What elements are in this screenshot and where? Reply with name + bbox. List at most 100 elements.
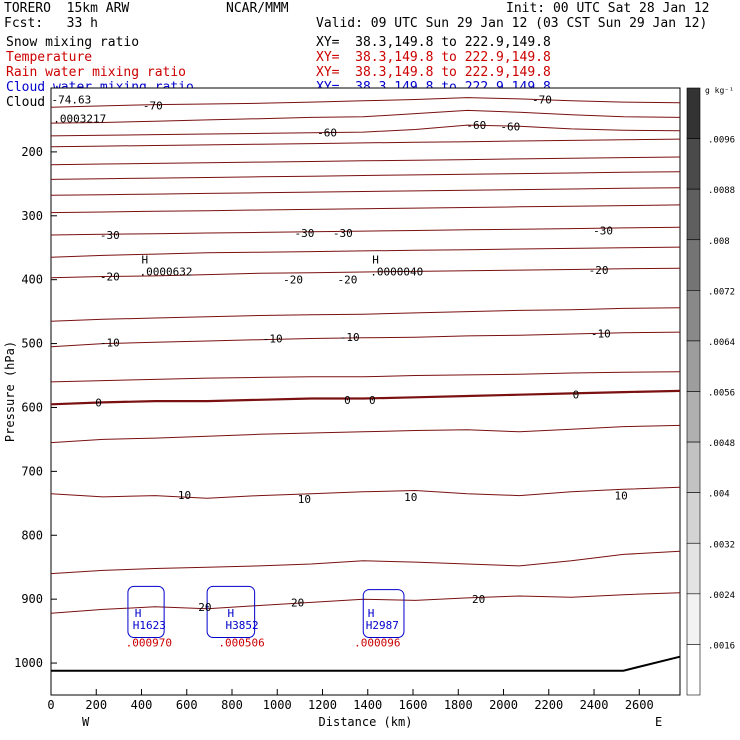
colorbar-tick-label: .0064	[708, 338, 735, 348]
temperature-contour	[50, 246, 681, 258]
colorbar-segment	[686, 290, 701, 342]
high-value: .0000632	[140, 266, 193, 279]
colorbar-tick-label: .0048	[708, 439, 735, 449]
temperature-contour	[50, 486, 681, 499]
colorbar-segment	[686, 239, 701, 291]
colorbar-segment	[686, 441, 701, 493]
colorbar-segment	[686, 188, 701, 241]
contour-label: 20	[472, 593, 485, 606]
colorbar-segment	[686, 593, 701, 645]
colorbar-tick-label: .008	[708, 237, 730, 247]
temperature-contour	[50, 424, 681, 444]
contour-label: -70	[143, 99, 163, 112]
temperature-contour	[50, 156, 681, 166]
colorbar-tick-label: .0056	[708, 389, 735, 399]
temperature-contour	[50, 389, 681, 406]
plot-frame	[50, 87, 681, 696]
contour-label: 0	[573, 389, 580, 402]
y-tick-label: 700	[21, 464, 43, 478]
field-xy: XY= 38.3,149.8 to 222.9,149.8	[316, 35, 551, 50]
org-label: NCAR/MMM	[226, 1, 289, 16]
y-tick-label: 800	[21, 528, 43, 542]
x-tick-label: 1800	[444, 698, 473, 712]
colorbar-tick-label: .0096	[708, 136, 735, 146]
contour-label: -10	[340, 331, 360, 344]
colorbar-segment	[686, 542, 701, 595]
high-value: .0003217	[53, 112, 106, 125]
contour-label: -30	[294, 227, 314, 240]
field-name: Temperature	[6, 50, 93, 65]
field-xy: XY= 38.3,149.8 to 222.9,149.8	[316, 50, 551, 65]
contour-label: -60	[317, 127, 337, 140]
x-tick-label: 1000	[263, 698, 292, 712]
y-tick-label: 600	[21, 400, 43, 414]
temperature-contour	[50, 109, 681, 124]
colorbar-unit: g kg⁻¹	[705, 86, 734, 95]
fcst-label: Fcst: 33 h	[4, 16, 98, 31]
valid-label: Valid: 09 UTC Sun 29 Jan 12 (03 CST Sun …	[316, 16, 708, 31]
high-value: H1623	[133, 619, 166, 632]
x-tick-label: 2400	[580, 698, 609, 712]
temperature-contour	[50, 226, 681, 236]
x-tick-label: 800	[221, 698, 243, 712]
high-marker: H	[368, 607, 375, 620]
temperature-contour	[50, 267, 681, 279]
colorbar-tick-label: .0072	[708, 287, 735, 297]
cloud-outline	[362, 589, 405, 638]
colorbar-tick-label: .0088	[708, 186, 735, 196]
contour-label: 10	[178, 489, 191, 502]
field-name: Rain water mixing ratio	[6, 65, 187, 80]
contour-label: -20	[100, 270, 120, 283]
temperature-contour	[50, 124, 681, 137]
contour-label: -60	[466, 119, 486, 132]
temperature-contour	[50, 171, 681, 180]
init-label: Init: 00 UTC Sat 28 Jan 12	[506, 1, 710, 16]
cloud-outline	[127, 585, 165, 638]
edge-east-label: E	[655, 715, 662, 729]
contour-label: 20	[291, 596, 304, 609]
x-tick-label: 0	[47, 698, 54, 712]
contour-label: 10	[404, 491, 417, 504]
contour-label: -20	[589, 264, 609, 277]
high-value: .000506	[218, 636, 264, 649]
contour-label: -30	[100, 229, 120, 242]
model-label: TORERO 15km ARW	[4, 1, 130, 16]
temperature-contour	[50, 187, 681, 196]
high-marker: H	[142, 254, 149, 267]
contour-label: 0	[95, 396, 102, 409]
y-tick-label: 900	[21, 592, 43, 606]
contour-label: 0	[344, 394, 351, 407]
x-tick-label: 200	[85, 698, 107, 712]
high-marker: H	[135, 607, 142, 620]
x-tick-label: 2600	[625, 698, 654, 712]
temperature-contour	[50, 138, 681, 148]
temperature-contour	[50, 307, 681, 322]
high-marker: H	[372, 254, 379, 267]
colorbar-segment	[686, 138, 701, 190]
contour-label: 10	[615, 490, 628, 503]
high-value: .000096	[354, 636, 400, 649]
x-tick-label: 600	[176, 698, 198, 712]
colorbar-segment	[686, 87, 701, 139]
y-tick-label: 1000	[14, 656, 43, 670]
contour-label: -30	[333, 227, 353, 240]
colorbar-tick-label: .0032	[708, 540, 735, 550]
x-tick-label: 1400	[353, 698, 382, 712]
field-name: Snow mixing ratio	[6, 35, 140, 50]
y-tick-label: 500	[21, 337, 43, 351]
temperature-contour	[50, 204, 681, 214]
high-value: H2987	[366, 619, 399, 632]
contour-label: 0	[369, 394, 376, 407]
contour-label: -60	[500, 120, 520, 133]
contour-label: 20	[198, 601, 211, 614]
temperature-contour	[50, 97, 681, 108]
colorbar-segment	[686, 492, 701, 544]
contour-label: -10	[591, 327, 611, 340]
temperature-contour	[50, 371, 681, 383]
high-value: .0000040	[370, 266, 423, 279]
edge-west-label: W	[82, 715, 90, 729]
terrain-line	[51, 655, 681, 672]
high-value: .000970	[126, 636, 172, 649]
contour-label: -10	[100, 336, 120, 349]
